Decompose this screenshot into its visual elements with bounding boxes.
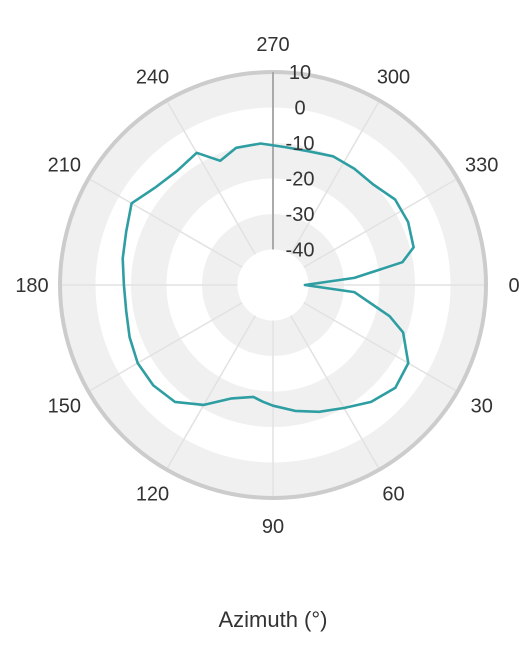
angle-tick-label: 300 <box>377 66 410 88</box>
angle-tick-label: 330 <box>465 155 498 177</box>
radial-tick-labels: 10 0 -10 -20 -30 -40 <box>286 62 315 262</box>
angle-tick-label: 240 <box>136 66 169 88</box>
spoke-30 <box>303 302 457 392</box>
angle-tick-label: 120 <box>136 484 169 506</box>
angle-tick-label: 90 <box>262 516 284 538</box>
series-line <box>121 142 415 414</box>
spoke-60 <box>290 315 380 469</box>
angle-tick-label: 60 <box>382 484 404 506</box>
radial-tick-label: -10 <box>286 133 315 155</box>
radial-tick-label: 10 <box>289 62 311 84</box>
radial-tick-label: -40 <box>286 240 315 262</box>
spoke-300 <box>290 101 380 255</box>
angle-tick-label: 150 <box>48 396 81 418</box>
angle-tick-label: 30 <box>471 396 493 418</box>
radial-tick-label: 0 <box>294 98 305 120</box>
center-hole <box>237 249 309 321</box>
spoke-210 <box>89 178 243 268</box>
angle-tick-label: 270 <box>256 34 289 56</box>
spoke-330 <box>303 178 457 268</box>
angle-tick-labels: 0 30 60 90 120 150 180 210 240 270 300 330 <box>15 34 519 538</box>
angle-tick-label: 210 <box>48 155 81 177</box>
radial-tick-label: -30 <box>286 204 315 226</box>
spoke-240 <box>166 101 256 255</box>
spoke-120 <box>166 315 256 469</box>
spoke-150 <box>89 302 243 392</box>
radial-tick-label: -20 <box>286 169 315 191</box>
series-layer <box>121 142 415 414</box>
angle-tick-label: 0 <box>508 275 519 297</box>
angle-tick-label: 180 <box>15 275 48 297</box>
axis-title: Azimuth (°) <box>218 607 327 632</box>
